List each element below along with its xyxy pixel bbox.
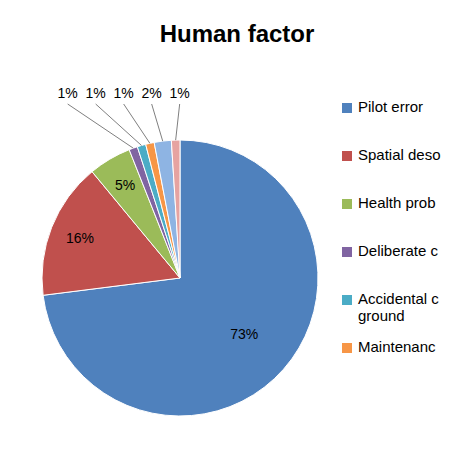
legend-item: Maintenanc [342,338,436,355]
data-label: 2% [142,85,162,101]
legend-label-line: Spatial deso [358,146,441,163]
pie [42,140,318,416]
legend: Pilot error Spatial deso Health prob Delibe… [342,98,441,355]
data-label: 16% [66,230,94,246]
leader-line [68,104,134,148]
legend-item: Deliberate c [342,242,439,259]
legend-label: Health prob [358,194,436,211]
data-label: 1% [170,85,190,101]
legend-swatch [342,247,352,257]
data-labels: 73% 16% 5% 1% 2% 1% 1% 1% [58,85,259,342]
legend-item: Pilot error [342,98,423,115]
legend-swatch [342,295,352,305]
legend-item: Accidental cground [342,290,439,324]
data-label: 73% [230,326,258,342]
data-label: 1% [58,85,78,101]
legend-swatch [342,199,352,209]
leader-line [96,104,142,145]
legend-label-line: ground [358,307,405,324]
slice [154,140,180,278]
legend-label-line: Health prob [358,194,436,211]
legend-label: Maintenanc [358,338,436,355]
leader-line [124,104,150,143]
legend-label: Pilot error [358,98,423,115]
data-label: 5% [115,177,135,193]
title: Human factor [160,20,315,47]
legend-item: Spatial deso [342,146,441,163]
leader-line [152,104,163,141]
legend-label: Accidental cground [358,290,439,324]
legend-item: Health prob [342,194,436,211]
legend-label: Spatial deso [358,146,441,163]
legend-label: Deliberate c [358,242,439,259]
data-label: 1% [86,85,106,101]
legend-swatch [342,151,352,161]
slice [171,140,180,278]
legend-label-line: Maintenanc [358,338,436,355]
chart: Human factor 73% 16% 5% 1% 2% 1% 1% 1% Pilot erro… [0,0,474,474]
legend-label-line: Deliberate c [358,242,439,259]
legend-swatch [342,343,352,353]
leader-line [176,104,180,140]
data-label: 1% [114,85,134,101]
legend-label-line: Accidental c [358,290,439,307]
legend-label-line: Pilot error [358,98,423,115]
legend-swatch [342,103,352,113]
